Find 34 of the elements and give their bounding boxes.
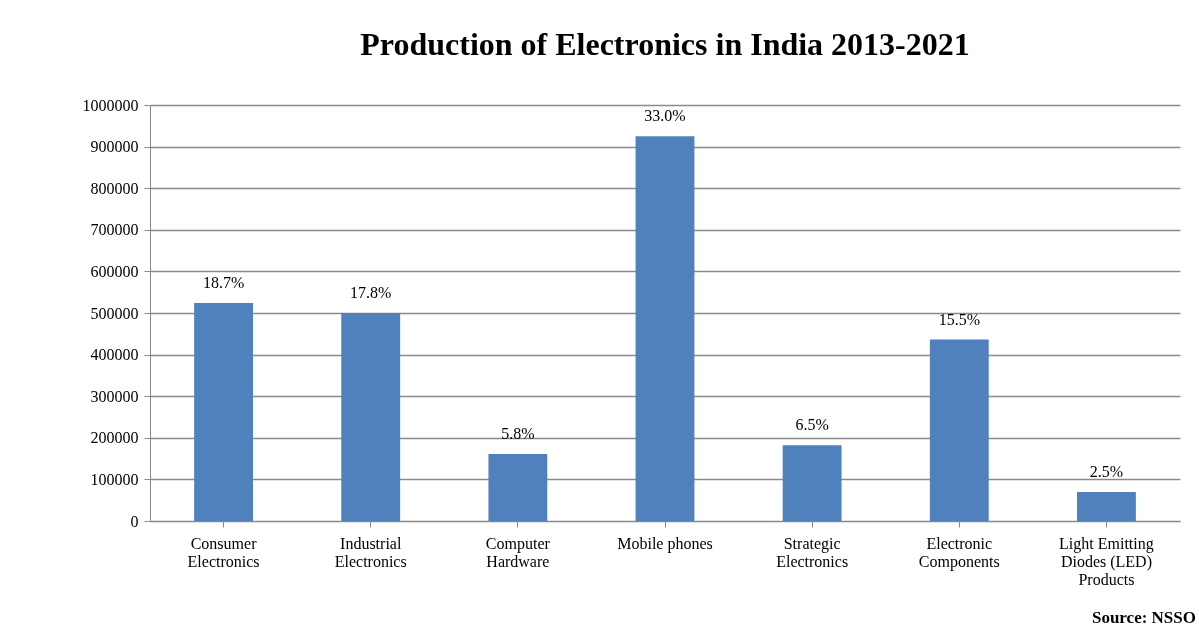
annotation: 6.5% [795, 416, 829, 434]
y-tick-label: 600000 [90, 262, 139, 280]
x-tick-label: Consumer Electronics [187, 534, 260, 570]
bar [929, 339, 989, 521]
y-tick-label: 300000 [90, 387, 139, 405]
bar [782, 445, 842, 521]
chart-title: Production of Electronics in India 2013-2021 [360, 26, 970, 62]
x-tick-label: Mobile phones [617, 534, 713, 553]
y-tick-label: 0 [130, 512, 139, 530]
y-tick-label: 800000 [90, 179, 139, 197]
bar [194, 303, 253, 521]
y-tick-label: 500000 [90, 304, 139, 322]
bar [341, 313, 401, 521]
annotation: 17.8% [350, 284, 392, 301]
annotation: 33.0% [644, 107, 686, 125]
annotation: 18.7% [202, 274, 245, 292]
annotation: 15.5% [938, 310, 980, 328]
x-tick-label: Electronic Components [918, 534, 1000, 571]
y-tick-label: 1000000 [82, 96, 139, 114]
bar [1077, 491, 1136, 521]
y-tick-label: 700000 [90, 221, 139, 239]
y-tick-label: 200000 [90, 429, 139, 447]
x-tick-label: Light Emitting Diodes (LED) Products [1059, 534, 1154, 588]
x-tick-label: Strategic Electronics [776, 534, 849, 570]
y-tick-label: 100000 [90, 470, 139, 488]
annotation: 2.5% [1089, 462, 1124, 480]
y-tick-label: 400000 [90, 346, 139, 364]
bar [488, 454, 548, 521]
source-note: Source: NSSO [1091, 608, 1196, 627]
x-tick-label: Industrial Electronics [334, 534, 407, 570]
y-tick-label: 900000 [90, 138, 139, 156]
annotation: 5.8% [501, 425, 535, 443]
x-tick-label: Computer Hardware [485, 534, 551, 570]
bar [635, 136, 695, 521]
